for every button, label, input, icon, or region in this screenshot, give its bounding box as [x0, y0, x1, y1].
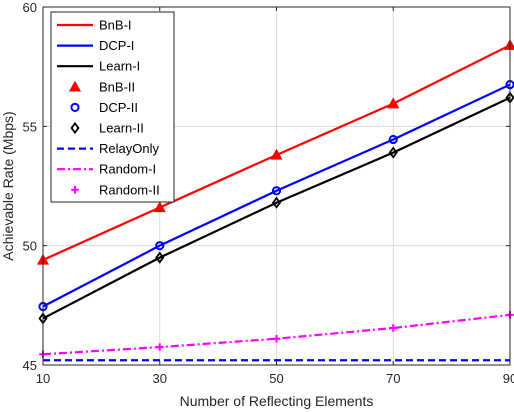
y-tick-label: 55 [23, 119, 37, 134]
legend-label-dcp-ii: DCP-II [99, 100, 138, 115]
x-tick-label: 90 [503, 371, 514, 386]
y-tick-label: 45 [23, 358, 37, 373]
x-tick-label: 30 [153, 371, 167, 386]
x-tick-label: 70 [386, 371, 400, 386]
x-tick-label: 50 [269, 371, 283, 386]
data-point-bnb-ii [503, 38, 514, 50]
data-point-bnb-ii [387, 97, 400, 109]
legend-label-relayonly: RelayOnly [99, 141, 159, 156]
data-point-dcp-ii [271, 186, 282, 196]
series-line-random-i [42, 313, 511, 356]
data-point-random-ii [389, 324, 398, 332]
legend-label-random-i: Random-I [99, 162, 156, 177]
data-point-dcp-ii [388, 134, 398, 145]
legend-marker-random-ii [71, 186, 79, 194]
data-point-learn-ii [271, 196, 282, 209]
data-point-random-ii [272, 334, 281, 343]
legend-label-learn-ii: Learn-II [99, 121, 144, 136]
legend-marker-learn-ii [70, 121, 80, 135]
data-point-learn-ii [388, 146, 398, 159]
series-line-learn-i [42, 96, 511, 320]
data-point-dcp-ii [155, 241, 165, 251]
legend-label-bnb-ii: BnB-II [99, 79, 135, 94]
y-tick-label: 60 [23, 0, 37, 15]
x-axis-label: Number of Reflecting Elements [180, 393, 374, 409]
legend: BnB-I DCP-I Learn-I BnB-II DCP-II Learn-II Rel… [50, 11, 175, 203]
data-point-bnb-ii [153, 201, 166, 213]
data-point-bnb-ii [270, 148, 283, 160]
data-point-learn-ii [155, 251, 165, 264]
y-tick-label: 50 [23, 239, 37, 254]
data-point-random-ii [155, 343, 164, 351]
legend-marker-bnb-ii [68, 80, 82, 92]
legend-label-dcp-i: DCP-I [99, 38, 134, 53]
legend-label-learn-i: Learn-I [99, 59, 140, 74]
ticks: 10 30 50 70 90 45 50 55 60 [23, 0, 514, 386]
legend-label-bnb-i: BnB-I [99, 18, 132, 33]
legend-marker-dcp-ii [70, 102, 80, 113]
y-axis-label: Achievable Rate (Mbps) [0, 111, 16, 260]
x-tick-label: 10 [36, 371, 50, 386]
series-line-dcp-i [42, 83, 511, 308]
legend-label-random-ii: Random-II [99, 182, 160, 197]
